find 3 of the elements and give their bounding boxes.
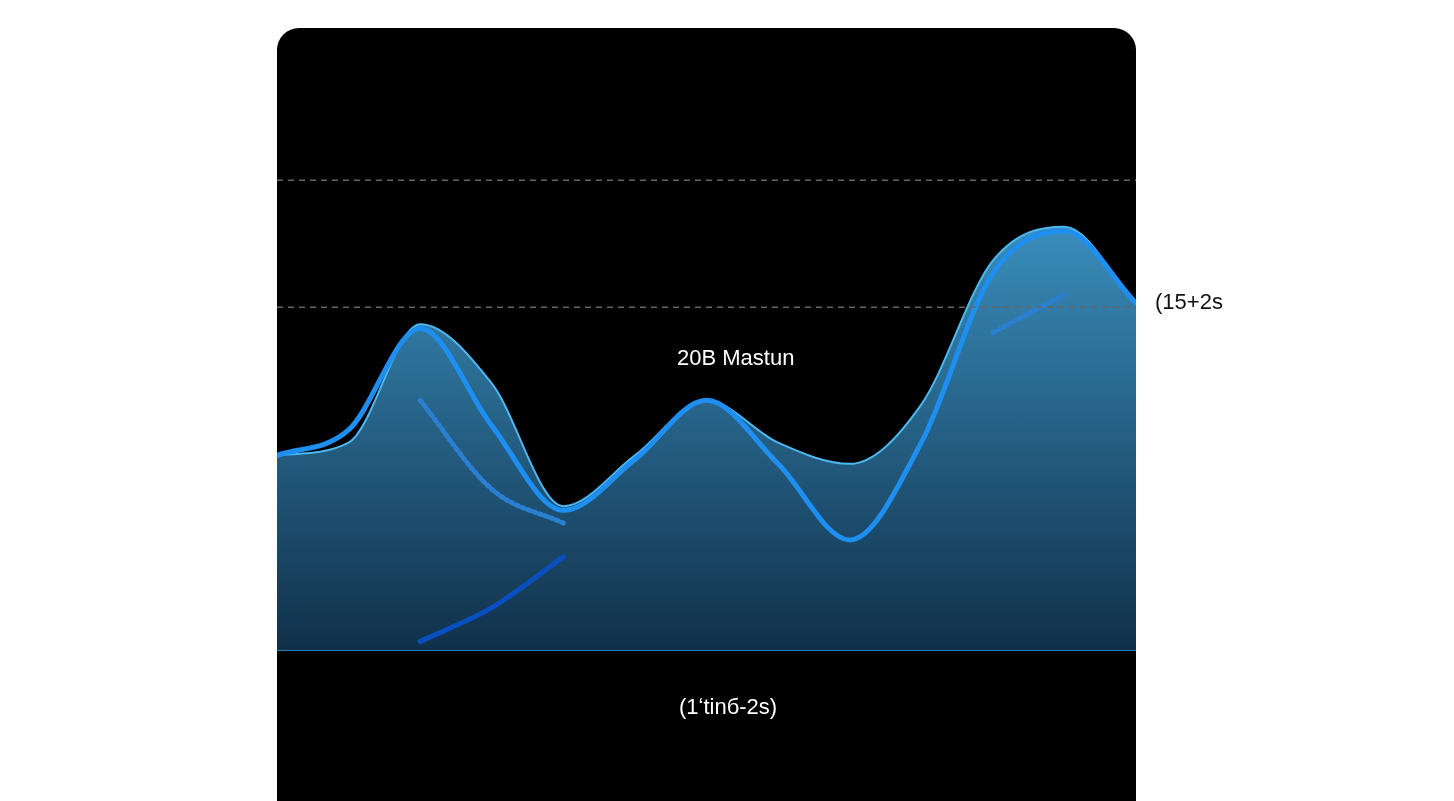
text: (1ʻtinб-2s) bbox=[679, 694, 778, 720]
annotation: 20B Mastun bbox=[677, 345, 795, 371]
text: (15+2s bbox=[1155, 289, 1223, 315]
